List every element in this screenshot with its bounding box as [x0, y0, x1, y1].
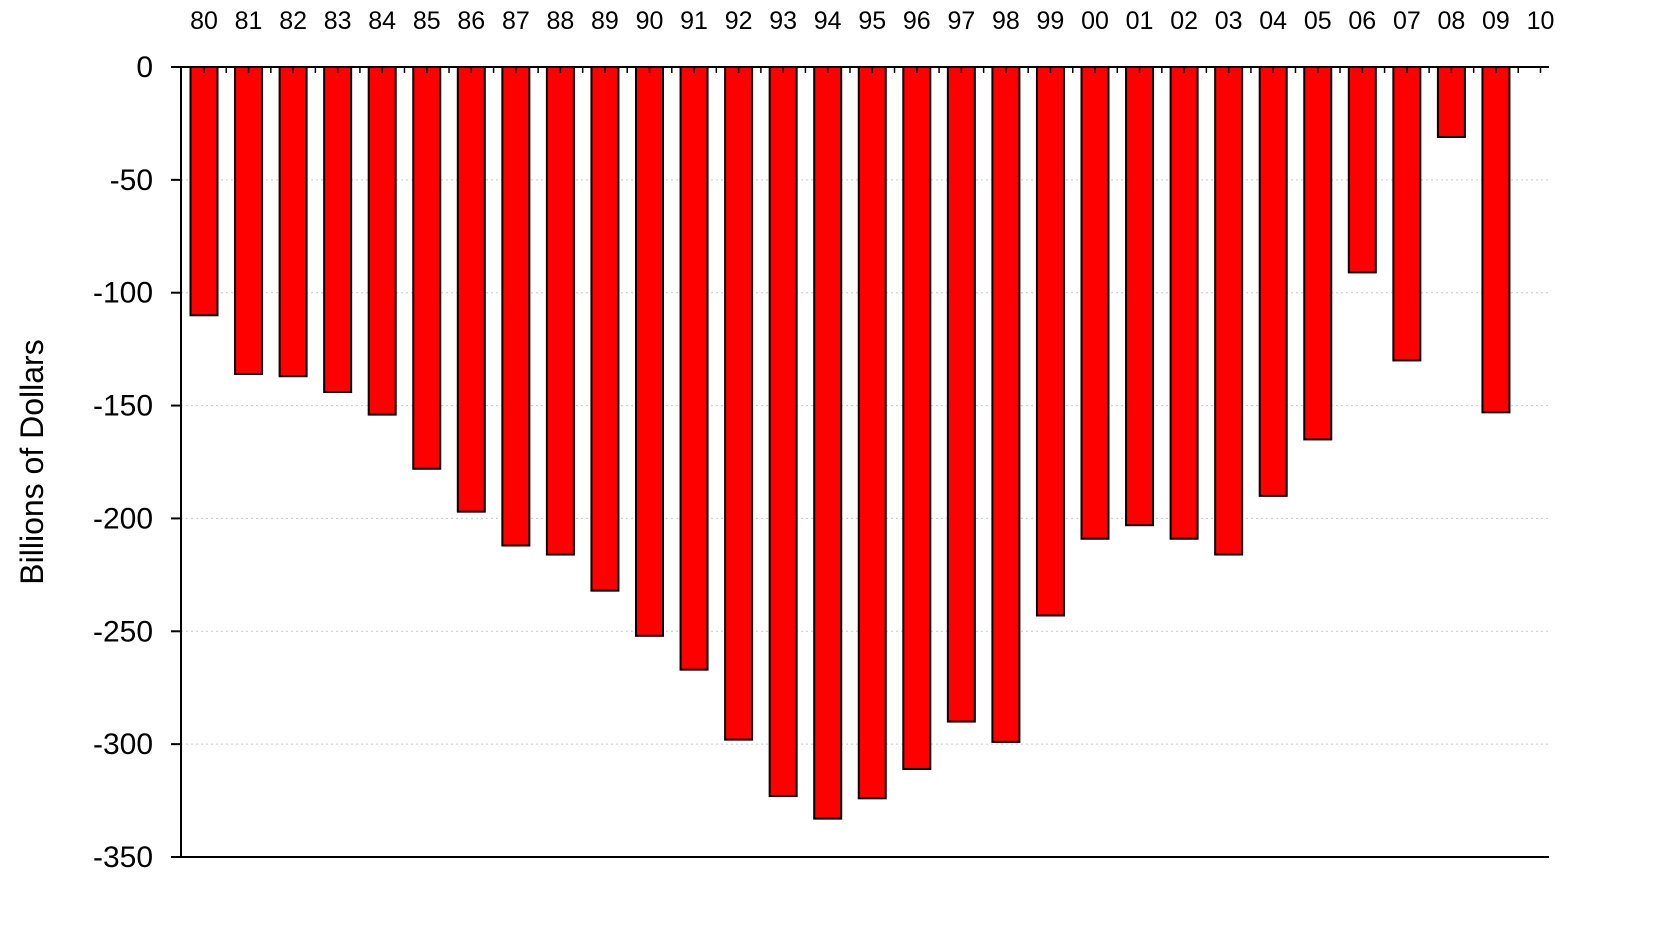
x-tick-label-10: 10 — [1527, 7, 1555, 35]
bar-82 — [278, 66, 308, 378]
x-tick-label-06: 06 — [1348, 7, 1376, 35]
x-tick-label-88: 88 — [546, 7, 574, 35]
y-tick-label: -250 — [93, 615, 153, 648]
tick-labels: 0 -50 -100 -150 -200 -250 -300 -350 80 81 82 83 84 85… — [93, 7, 1554, 874]
x-tick-label-90: 90 — [636, 7, 664, 35]
x-tick-label-99: 99 — [1037, 7, 1065, 35]
x-tick-label-94: 94 — [814, 7, 842, 35]
y-tick-label: 0 — [136, 51, 153, 84]
x-tick-label-87: 87 — [502, 7, 530, 35]
y-tick-label: -150 — [93, 390, 153, 423]
bar-91 — [679, 66, 709, 671]
bar-81 — [234, 66, 264, 375]
bar-80 — [189, 66, 219, 317]
x-tick-label-07: 07 — [1393, 7, 1421, 35]
x-tick-label-95: 95 — [858, 7, 886, 35]
x-tick-label-04: 04 — [1259, 7, 1287, 35]
x-tick-label-92: 92 — [725, 7, 753, 35]
y-tick-label: -50 — [110, 164, 153, 197]
bar-00 — [1080, 66, 1110, 540]
bar-03 — [1214, 66, 1244, 556]
bar-06 — [1347, 66, 1377, 274]
bar-08 — [1436, 66, 1466, 138]
bar-05 — [1303, 66, 1333, 441]
bar-95 — [857, 66, 887, 800]
x-tick-label-05: 05 — [1304, 7, 1332, 35]
bar-98 — [991, 66, 1021, 743]
bar-92 — [724, 66, 754, 741]
x-tick-label-85: 85 — [413, 7, 441, 35]
bar-93 — [768, 66, 798, 798]
x-tick-label-93: 93 — [769, 7, 797, 35]
x-tick-label-08: 08 — [1437, 7, 1465, 35]
bar-01 — [1125, 66, 1155, 527]
x-tick-label-89: 89 — [591, 7, 619, 35]
bar-84 — [367, 66, 397, 416]
bar-09 — [1481, 66, 1511, 414]
x-tick-label-96: 96 — [903, 7, 931, 35]
bar-96 — [902, 66, 932, 770]
x-tick-label-03: 03 — [1215, 7, 1243, 35]
x-tick-label-09: 09 — [1482, 7, 1510, 35]
y-tick-label: -200 — [93, 502, 153, 535]
bar-89 — [590, 66, 620, 592]
bar-85 — [412, 66, 442, 470]
bar-97 — [946, 66, 976, 723]
x-tick-label-98: 98 — [992, 7, 1020, 35]
bar-02 — [1169, 66, 1199, 540]
x-tick-label-97: 97 — [947, 7, 975, 35]
axes — [171, 66, 1549, 858]
bar-86 — [456, 66, 486, 513]
bar-99 — [1035, 66, 1065, 617]
x-tick-label-91: 91 — [680, 7, 708, 35]
bars — [189, 66, 1511, 820]
x-tick-label-81: 81 — [235, 7, 263, 35]
bar-87 — [501, 66, 531, 547]
x-tick-label-83: 83 — [324, 7, 352, 35]
y-tick-label: -100 — [93, 277, 153, 310]
bar-04 — [1258, 66, 1288, 497]
bar-90 — [635, 66, 664, 637]
x-tick-label-84: 84 — [368, 7, 396, 35]
x-tick-label-01: 01 — [1126, 7, 1154, 35]
bar-83 — [323, 66, 353, 394]
x-tick-label-00: 00 — [1081, 7, 1109, 35]
x-tick-label-80: 80 — [190, 7, 218, 35]
y-axis-title: Billions of Dollars — [14, 339, 50, 584]
x-tick-label-82: 82 — [279, 7, 307, 35]
bar-94 — [813, 66, 843, 820]
x-tick-label-02: 02 — [1170, 7, 1198, 35]
bar-88 — [545, 66, 575, 556]
y-tick-label: -300 — [93, 728, 153, 761]
x-tick-label-86: 86 — [457, 7, 485, 35]
y-tick-label: -350 — [93, 841, 153, 874]
bar-07 — [1392, 66, 1422, 362]
